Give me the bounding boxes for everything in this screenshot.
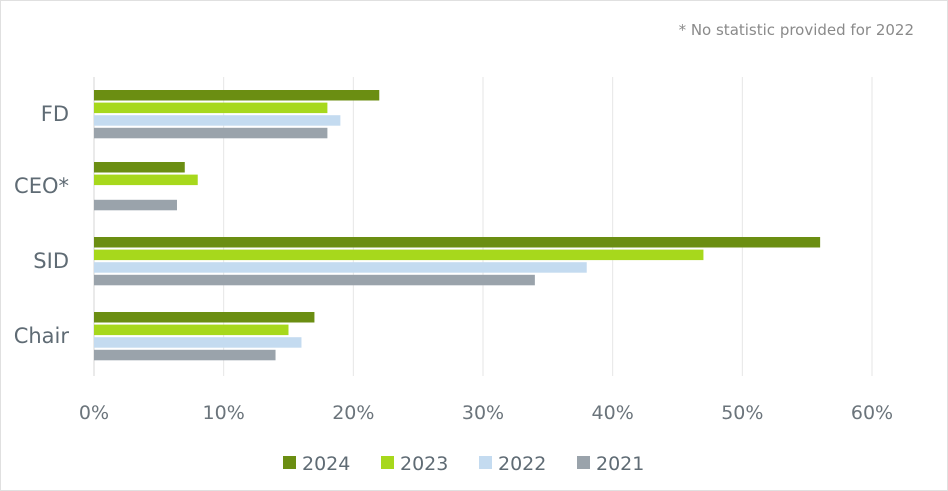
bar-chair-2023: [94, 324, 289, 336]
x-tick-label: 40%: [592, 402, 634, 424]
category-label: FD: [41, 102, 69, 126]
x-tick-label: 30%: [462, 402, 504, 424]
bar-ceo-2024: [94, 162, 185, 173]
bar-fd-2023: [94, 102, 328, 114]
x-tick-label: 0%: [79, 402, 109, 424]
bar-sid-2024: [94, 237, 821, 248]
legend-swatch: [283, 456, 296, 469]
bar-chair-2024: [94, 312, 315, 323]
x-tick-labels: 0% 10% 20% 30% 40% 50% 60%: [79, 402, 893, 424]
bar-ceo-2023: [94, 174, 198, 186]
legend-item-2024[interactable]: 2024: [283, 453, 350, 475]
legend-item-2023[interactable]: 2023: [381, 453, 448, 475]
category-labels: FD CEO* SID Chair: [14, 102, 70, 348]
legend-label: 2021: [596, 453, 644, 475]
legend-label: 2023: [400, 453, 448, 475]
legend-swatch: [479, 456, 492, 469]
x-tick-label: 10%: [203, 402, 245, 424]
bar-chair-2021: [94, 349, 276, 361]
bar-fd-2021: [94, 127, 328, 139]
x-tick-label: 60%: [851, 402, 893, 424]
category-label: SID: [33, 249, 69, 273]
footnote: * No statistic provided for 2022: [679, 21, 914, 39]
bar-sid-2022: [94, 262, 587, 273]
bars: [94, 90, 821, 361]
category-label: CEO*: [14, 174, 69, 198]
legend-label: 2022: [498, 453, 546, 475]
x-tick-label: 20%: [332, 402, 374, 424]
legend-swatch: [577, 456, 590, 469]
legend-label: 2024: [302, 453, 350, 475]
bar-sid-2023: [94, 249, 704, 261]
bar-fd-2022: [94, 115, 341, 126]
category-label: Chair: [14, 324, 70, 348]
bar-fd-2024: [94, 90, 380, 101]
legend-item-2022[interactable]: 2022: [479, 453, 546, 475]
legend-swatch: [381, 456, 394, 469]
legend[interactable]: 2024 2023 2022 2021: [283, 453, 644, 475]
legend-item-2021[interactable]: 2021: [577, 453, 644, 475]
bar-ceo-2021: [94, 199, 177, 211]
gridlines: [93, 77, 873, 376]
x-tick-label: 50%: [721, 402, 763, 424]
bar-sid-2021: [94, 274, 535, 286]
bar-chair-2022: [94, 337, 302, 348]
